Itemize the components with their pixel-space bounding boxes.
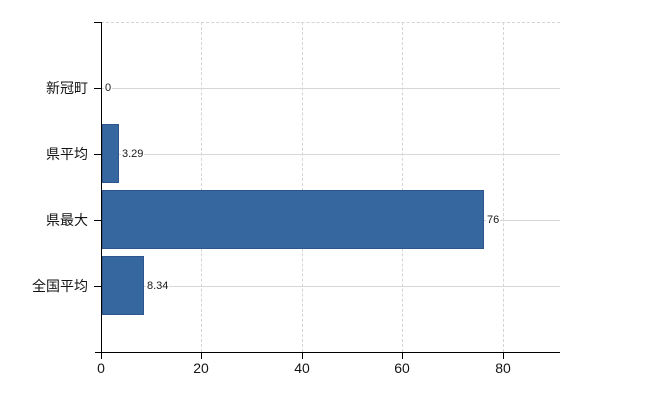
category-label: 新冠町 (46, 80, 88, 96)
bar (102, 124, 119, 183)
y-axis-tick (94, 154, 101, 155)
x-tick-label: 0 (97, 360, 105, 376)
x-axis-tick (201, 353, 202, 359)
category-label: 県最大 (46, 212, 88, 228)
category-label: 全国平均 (32, 278, 88, 294)
gridline-horizontal (101, 286, 560, 287)
y-axis-tick (94, 220, 101, 221)
bar-value-label: 0 (104, 81, 113, 95)
x-axis (95, 352, 560, 353)
x-tick-label: 60 (394, 360, 410, 376)
y-axis (101, 22, 102, 353)
bar-value-label: 3.29 (121, 147, 145, 161)
bar-value-label: 76 (486, 213, 501, 227)
x-axis-tick (302, 353, 303, 359)
x-axis-tick (503, 353, 504, 359)
x-axis-tick (402, 353, 403, 359)
y-axis-tick (94, 88, 101, 89)
gridline-vertical (503, 22, 504, 352)
category-label: 県平均 (46, 146, 88, 162)
bar (102, 256, 144, 315)
bar (102, 190, 484, 249)
bar-value-label: 8.34 (146, 279, 170, 293)
gridline-vertical (302, 22, 303, 352)
x-axis-tick (101, 353, 102, 359)
gridline-vertical (402, 22, 403, 352)
x-tick-label: 80 (495, 360, 511, 376)
y-axis-tick (94, 286, 101, 287)
gridline-horizontal (101, 154, 560, 155)
gridline-vertical (201, 22, 202, 352)
y-axis-tick (94, 22, 101, 23)
gridline-horizontal (101, 88, 560, 89)
gridline-top (101, 22, 560, 23)
x-tick-label: 40 (294, 360, 310, 376)
x-tick-label: 20 (193, 360, 209, 376)
